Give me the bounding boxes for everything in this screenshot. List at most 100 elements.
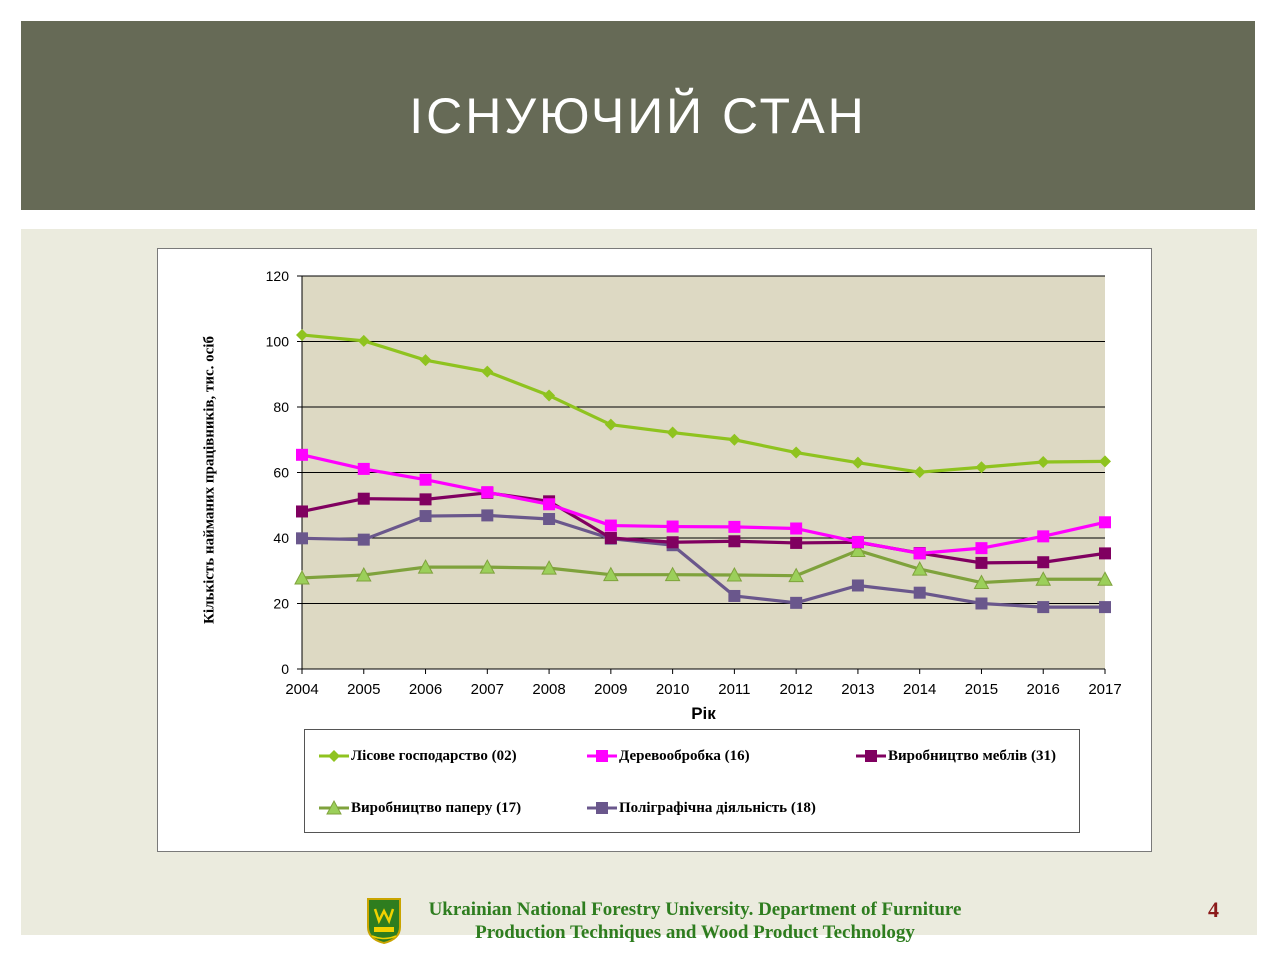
y-tick-label: 20	[273, 596, 289, 612]
data-point	[850, 542, 866, 557]
data-point	[1035, 571, 1052, 586]
line-chart: 0 20 40 60 80 100 120 2004 2005 2006 2007 2008 2009 2…	[266, 268, 1122, 723]
legend-label: Виробництво меблів (31)	[888, 747, 1056, 764]
data-point	[1037, 456, 1050, 469]
data-point	[1099, 547, 1111, 560]
data-point	[543, 513, 556, 526]
slide-title: ІСНУЮЧИЙ СТАН	[409, 87, 867, 144]
legend-item: Лісове господарство (02)	[319, 746, 517, 766]
data-point	[666, 520, 679, 533]
data-point	[664, 566, 681, 582]
data-point	[1099, 455, 1111, 468]
data-point	[1099, 516, 1111, 529]
data-point	[975, 597, 988, 610]
legend-symbol	[856, 750, 886, 762]
data-point	[1037, 556, 1050, 569]
legend-marker	[865, 750, 877, 762]
data-point	[973, 574, 990, 590]
series-path	[301, 548, 1105, 585]
series-line	[296, 448, 1111, 560]
legend-marker	[326, 799, 342, 815]
x-tick-label: 2005	[347, 681, 380, 698]
data-point	[790, 536, 803, 549]
data-point	[296, 328, 308, 341]
data-point	[1099, 601, 1111, 614]
series-line	[296, 328, 1111, 479]
slide-header: ІСНУЮЧИЙ СТАН	[21, 21, 1255, 210]
data-point	[294, 569, 310, 585]
data-point	[790, 596, 803, 609]
series-path	[301, 453, 1106, 555]
data-point	[913, 586, 926, 599]
data-point	[481, 486, 494, 499]
legend-item: Поліграфічна діяльність (18)	[587, 798, 816, 818]
data-point	[913, 466, 926, 479]
data-point	[603, 566, 619, 582]
data-point	[419, 493, 432, 506]
data-point	[1037, 530, 1050, 543]
data-point	[913, 547, 926, 560]
x-tick-label: 2012	[779, 681, 812, 698]
legend-label: Поліграфічна діяльність (18)	[619, 799, 816, 816]
series-line	[294, 542, 1113, 590]
y-tick-label: 100	[266, 334, 290, 350]
legend-marker	[328, 750, 340, 762]
legend-item: Виробництво паперу (17)	[319, 798, 521, 818]
data-point	[541, 560, 557, 575]
data-point	[543, 498, 556, 511]
legend-marker	[596, 750, 608, 762]
legend-symbol	[587, 750, 617, 762]
data-point	[296, 505, 308, 518]
data-point	[851, 535, 864, 548]
series-path	[301, 491, 1106, 565]
x-tick-label: 2015	[965, 681, 998, 698]
data-point	[728, 520, 741, 533]
series-path	[301, 333, 1106, 474]
legend-symbol	[319, 750, 349, 762]
chart-legend: Лісове господарство (02) Деревообробка (1…	[304, 729, 1080, 833]
x-axis-label: Рік	[691, 704, 716, 723]
footer-text: Ukrainian National Forestry University. …	[400, 898, 990, 944]
footer-line-1: Ukrainian National Forestry University. …	[428, 899, 962, 920]
y-axis-label: Кількість найманих працівників, тис. осі…	[201, 336, 218, 624]
y-tick-label: 120	[266, 268, 290, 284]
data-point	[296, 448, 308, 461]
data-point	[666, 426, 679, 439]
series-path	[301, 513, 1105, 609]
data-point	[357, 334, 370, 347]
chart-frame: 0 20 40 60 80 100 120 2004 2005 2006 2007 2008 2009 2…	[157, 248, 1152, 852]
x-tick-label: 2006	[409, 681, 442, 698]
legend-label: Лісове господарство (02)	[351, 747, 517, 764]
y-tick-label: 0	[281, 661, 289, 677]
x-tick-label: 2017	[1088, 681, 1121, 698]
data-point	[604, 519, 617, 532]
data-point	[296, 532, 308, 545]
data-point	[911, 561, 928, 576]
data-point	[479, 559, 496, 574]
data-point	[357, 492, 370, 505]
data-point	[355, 566, 372, 582]
university-logo-icon	[367, 898, 401, 945]
x-tick-label: 2013	[841, 681, 874, 698]
data-point	[1097, 571, 1113, 586]
data-point	[788, 567, 804, 583]
data-point	[604, 418, 617, 431]
x-tick-label: 2008	[532, 681, 565, 698]
x-tick-label: 2004	[285, 681, 318, 698]
data-point	[790, 446, 803, 459]
data-point	[728, 589, 741, 602]
legend-item: Виробництво меблів (31)	[856, 746, 1056, 766]
x-tick-label: 2009	[594, 681, 627, 698]
data-point	[851, 456, 864, 469]
data-point	[419, 510, 432, 523]
x-tick-label: 2007	[471, 681, 504, 698]
x-tick-label: 2014	[903, 681, 936, 698]
data-point	[728, 535, 741, 548]
x-tick-label: 2011	[718, 681, 750, 698]
data-point	[419, 354, 432, 367]
legend-marker	[596, 802, 608, 814]
data-point	[975, 461, 988, 474]
x-tick-label: 2010	[656, 681, 689, 698]
legend-item: Деревообробка (16)	[587, 746, 750, 766]
legend-label: Деревообробка (16)	[619, 747, 750, 764]
